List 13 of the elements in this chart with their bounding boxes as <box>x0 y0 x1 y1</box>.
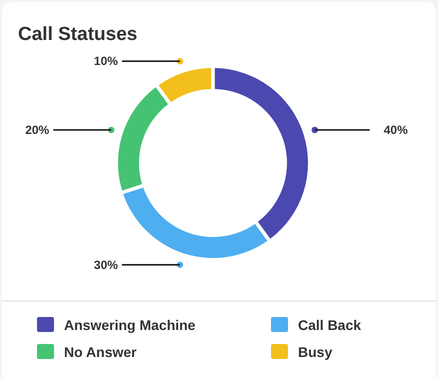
donut-slice <box>118 87 168 191</box>
donut-slice <box>123 188 268 258</box>
legend-label: Call Back <box>298 317 362 333</box>
legend-label: Busy <box>298 344 332 360</box>
data-label: 30% <box>94 258 118 272</box>
legend-label: No Answer <box>64 344 138 360</box>
data-label: 40% <box>384 122 408 137</box>
donut-slice <box>158 68 212 102</box>
chart-title: Call Statuses <box>18 24 138 45</box>
data-label: 20% <box>25 122 50 137</box>
legend-label: Answering Machine <box>64 317 196 333</box>
donut-slice <box>214 68 308 239</box>
data-label: 10% <box>94 54 118 68</box>
